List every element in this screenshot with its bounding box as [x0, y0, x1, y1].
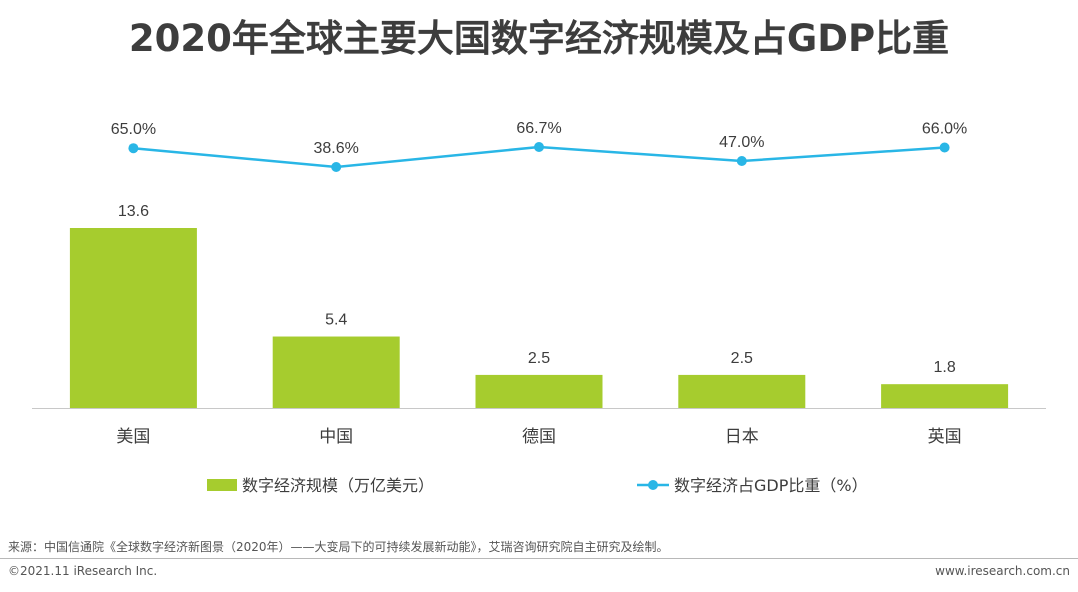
bar-value-label: 5.4	[325, 312, 347, 329]
x-tick-label: 日本	[725, 427, 759, 447]
line-point-3	[534, 142, 544, 152]
legend-line-marker	[648, 480, 658, 490]
x-tick-label: 德国	[522, 427, 556, 447]
bar-value-label: 1.8	[933, 359, 955, 376]
line-value-label: 66.7%	[516, 120, 561, 137]
line-point-1	[128, 143, 139, 154]
legend-bar-label: 数字经济规模（万亿美元）	[242, 476, 434, 495]
bar-3	[475, 374, 603, 408]
bar-5	[881, 384, 1009, 408]
legend-bar-swatch	[207, 479, 237, 491]
bar-2	[272, 336, 400, 408]
legend-line-label: 数字经济占GDP比重（%）	[674, 476, 868, 495]
bar-4	[678, 374, 806, 408]
bar-value-label: 2.5	[731, 350, 753, 367]
line-value-label: 65.0%	[111, 121, 156, 138]
line-point-5	[939, 142, 950, 153]
x-tick-label: 中国	[319, 427, 353, 447]
line-point-4	[736, 156, 747, 167]
footer-divider	[0, 558, 1078, 559]
line-value-label: 66.0%	[922, 120, 967, 137]
bar-value-label: 2.5	[528, 350, 550, 367]
line-point-2	[331, 162, 342, 172]
chart-title: 2020年全球主要大国数字经济规模及占GDP比重	[128, 17, 950, 60]
line-value-label: 47.0%	[719, 134, 764, 151]
copyright: ©2021.11 iResearch Inc.	[8, 564, 158, 578]
x-tick-label: 英国	[928, 427, 962, 447]
source-note: 来源：中国信通院《全球数字经济新图景（2020年）——大变局下的可持续发展新动能…	[8, 540, 669, 554]
bar-1	[69, 228, 197, 408]
x-tick-label: 美国	[116, 427, 150, 447]
line-value-label: 38.6%	[314, 140, 359, 157]
website-link[interactable]: www.iresearch.com.cn	[935, 564, 1070, 578]
bar-value-label: 13.6	[118, 203, 149, 220]
